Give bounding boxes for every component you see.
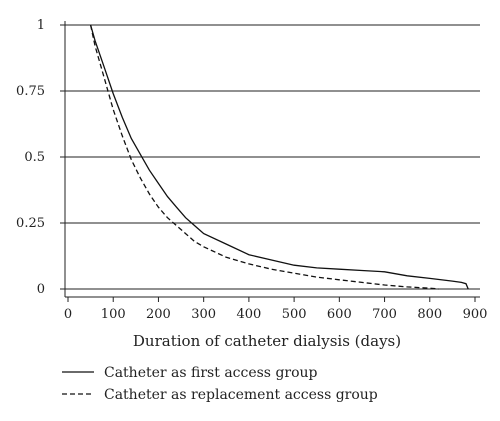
x-tick-label: 800 [417, 307, 442, 322]
x-tick-label: 0 [64, 307, 72, 322]
legend-label: Catheter as replacement access group [104, 387, 378, 403]
y-tick-label: 0.25 [16, 216, 45, 231]
tick-labels: 0 0.25 0.5 0.75 1 0 100 200 300 400 500 600 700 800 90… [16, 18, 487, 322]
x-tick-label: 100 [101, 307, 126, 322]
legend-label: Catheter as first access group [104, 365, 318, 381]
x-tick-label: 900 [463, 307, 488, 322]
x-tick-label: 500 [282, 307, 307, 322]
series-line-first-access [89, 24, 469, 290]
x-axis-label: Duration of catheter dialysis (days) [133, 332, 401, 350]
grid-lines [65, 24, 480, 290]
series-lines [89, 24, 469, 290]
y-tick-label: 0 [37, 282, 45, 297]
x-tick-label: 700 [372, 307, 397, 322]
legend: Catheter as first access group Catheter a… [62, 365, 378, 403]
y-tick-label: 0.5 [24, 150, 45, 165]
x-tick-label: 300 [191, 307, 216, 322]
x-tick-label: 200 [146, 307, 171, 322]
series-line-replacement-access [89, 24, 439, 290]
axes [60, 21, 480, 302]
x-tick-label: 600 [327, 307, 352, 322]
x-tick-label: 400 [236, 307, 261, 322]
y-tick-label: 1 [37, 18, 45, 33]
y-tick-label: 0.75 [16, 84, 45, 99]
